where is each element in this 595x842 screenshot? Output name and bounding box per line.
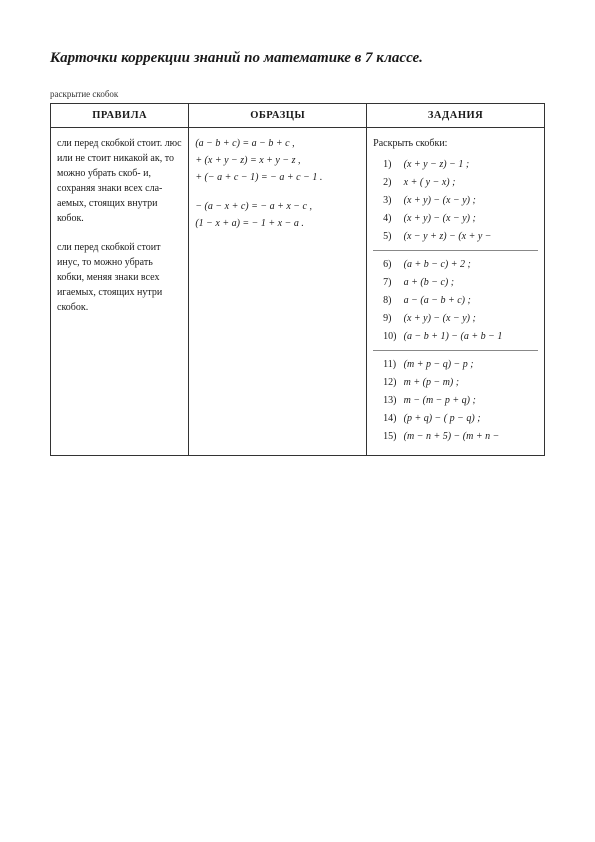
list-item: 11) (m + p − q) − p ; (383, 357, 538, 372)
task-number: 13) (383, 393, 401, 408)
header-rules: ПРАВИЛА (51, 104, 189, 128)
list-item: 5) (x − y + z) − (x + y − (383, 229, 538, 244)
rule-text-1: сли перед скобкой стоит. люс или не стои… (57, 136, 182, 226)
tasks-heading: Раскрыть скобки: (373, 136, 538, 151)
task-expression: m − (m − p + q) ; (404, 395, 476, 406)
task-number: 2) (383, 175, 401, 190)
task-list-group-2: 6) (a + b − c) + 2 ; 7) a + (b − c) ; 8)… (373, 257, 538, 344)
header-samples: ОБРАЗЦЫ (189, 104, 367, 128)
task-number: 10) (383, 329, 401, 344)
task-number: 12) (383, 375, 401, 390)
list-item: 2) x + ( y − x) ; (383, 175, 538, 190)
cell-samples: (a − b + c) = a − b + c , + (x + y − z) … (189, 128, 367, 456)
task-number: 4) (383, 211, 401, 226)
list-item: 12) m + (p − m) ; (383, 375, 538, 390)
list-item: 1) (x + y − z) − 1 ; (383, 157, 538, 172)
page-container: Карточки коррекции знаний по математике … (0, 0, 595, 486)
task-number: 7) (383, 275, 401, 290)
cell-tasks: Раскрыть скобки: 1) (x + y − z) − 1 ; 2)… (367, 128, 545, 456)
rule-text-2: сли перед скобкой стоит инус, то можно у… (57, 240, 182, 315)
list-item: 14) (p + q) − ( p − q) ; (383, 411, 538, 426)
sample-expr: + (x + y − z) = x + y − z , (195, 153, 360, 168)
task-number: 14) (383, 411, 401, 426)
math-table: ПРАВИЛА ОБРАЗЦЫ ЗАДАНИЯ сли перед скобко… (50, 103, 545, 456)
task-expression: (m − n + 5) − (m + n − (404, 431, 500, 442)
task-expression: (m + p − q) − p ; (404, 359, 474, 370)
task-expression: (x + y − z) − 1 ; (404, 159, 470, 170)
task-expression: (p + q) − ( p − q) ; (404, 413, 481, 424)
list-item: 13) m − (m − p + q) ; (383, 393, 538, 408)
sample-expr: + (− a + c − 1) = − a + c − 1 . (195, 170, 360, 185)
list-item: 15) (m − n + 5) − (m + n − (383, 429, 538, 444)
sample-block-2: − (a − x + c) = − a + x − c , (1 − x + a… (195, 199, 360, 231)
sample-expr: (1 − x + a) = − 1 + x − a . (195, 216, 360, 231)
subtitle: раскрытие скобок (50, 89, 545, 99)
sample-block-1: (a − b + c) = a − b + c , + (x + y − z) … (195, 136, 360, 185)
divider (373, 250, 538, 251)
task-number: 3) (383, 193, 401, 208)
task-expression: x + ( y − x) ; (404, 177, 456, 188)
header-tasks: ЗАДАНИЯ (367, 104, 545, 128)
task-expression: m + (p − m) ; (404, 377, 459, 388)
list-item: 4) (x + y) − (x − y) ; (383, 211, 538, 226)
task-number: 5) (383, 229, 401, 244)
task-list-group-1: 1) (x + y − z) − 1 ; 2) x + ( y − x) ; 3… (373, 157, 538, 244)
task-list-group-3: 11) (m + p − q) − p ; 12) m + (p − m) ; … (373, 357, 538, 444)
divider (373, 350, 538, 351)
task-expression: a − (a − b + c) ; (404, 295, 471, 306)
task-expression: (a + b − c) + 2 ; (404, 259, 471, 270)
task-expression: (a − b + 1) − (a + b − 1 (404, 331, 503, 342)
task-number: 15) (383, 429, 401, 444)
task-number: 9) (383, 311, 401, 326)
task-expression: (x + y) − (x − y) ; (404, 313, 476, 324)
task-number: 1) (383, 157, 401, 172)
task-number: 11) (383, 357, 401, 372)
table-header-row: ПРАВИЛА ОБРАЗЦЫ ЗАДАНИЯ (51, 104, 545, 128)
list-item: 7) a + (b − c) ; (383, 275, 538, 290)
table-row: сли перед скобкой стоит. люс или не стои… (51, 128, 545, 456)
task-expression: (x + y) − (x − y) ; (404, 195, 476, 206)
task-expression: a + (b − c) ; (404, 277, 454, 288)
cell-rules: сли перед скобкой стоит. люс или не стои… (51, 128, 189, 456)
task-number: 6) (383, 257, 401, 272)
sample-expr: − (a − x + c) = − a + x − c , (195, 199, 360, 214)
task-number: 8) (383, 293, 401, 308)
sample-expr: (a − b + c) = a − b + c , (195, 136, 360, 151)
list-item: 9) (x + y) − (x − y) ; (383, 311, 538, 326)
list-item: 6) (a + b − c) + 2 ; (383, 257, 538, 272)
page-title: Карточки коррекции знаний по математике … (50, 48, 545, 69)
list-item: 3) (x + y) − (x − y) ; (383, 193, 538, 208)
list-item: 10) (a − b + 1) − (a + b − 1 (383, 329, 538, 344)
list-item: 8) a − (a − b + c) ; (383, 293, 538, 308)
task-expression: (x − y + z) − (x + y − (404, 231, 492, 242)
task-expression: (x + y) − (x − y) ; (404, 213, 476, 224)
